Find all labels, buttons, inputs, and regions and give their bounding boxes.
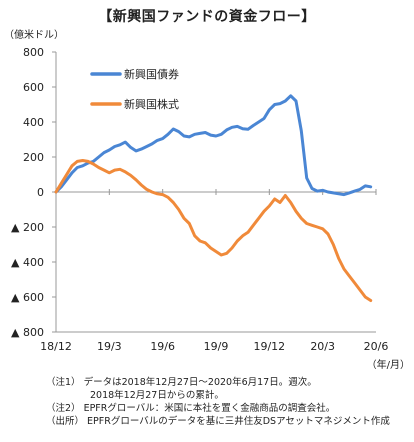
y-tick-label: 400 [23, 116, 44, 129]
y-axis-label: （億米ドル） [4, 28, 64, 41]
y-tick-label: ▲ 600 [11, 291, 44, 304]
x-tick-label: 19/12 [253, 340, 285, 353]
x-tick-label: 18/12 [40, 340, 72, 353]
y-tick-label: 0 [37, 186, 44, 199]
y-tick-label: 200 [23, 151, 44, 164]
x-tick-label: 19/6 [150, 340, 175, 353]
y-tick-label: ▲ 400 [11, 256, 44, 269]
series-line-2 [54, 159, 373, 302]
legend-label-1: 新興国債券 [124, 67, 179, 81]
x-tick-label: 19/9 [204, 340, 229, 353]
note-1: （注1） データは2018年12月27日～2020年6月17日。週次。 [46, 377, 317, 388]
legend-label-2: 新興国株式 [124, 97, 179, 111]
x-tick-label: 20/6 [364, 340, 389, 353]
note-2: （注2） EPFRグローバル：米国に本社を置く金融商品の調査会社。 [46, 403, 336, 414]
y-tick-label: ▲ 200 [11, 221, 44, 234]
y-tick-label: ▲ 800 [11, 326, 44, 339]
x-axis-label: （年/月） [367, 358, 410, 371]
y-tick-label: 600 [23, 81, 44, 94]
footnotes: （注1） データは2018年12月27日～2020年6月17日。週次。 2018… [46, 376, 412, 428]
source-note: （出所） EPFRグローバルのデータを基に三井住友DSアセットマネジメント作成 [46, 416, 390, 427]
chart-title: 【新興国ファンドの資金フロー】 [98, 9, 316, 25]
x-tick-label: 19/3 [97, 340, 122, 353]
x-tick-label: 20/3 [310, 340, 335, 353]
y-tick-label: 800 [23, 46, 44, 59]
note-1-continued: 2018年12月27日からの累計。 [90, 390, 224, 401]
series-line-1 [54, 94, 373, 197]
